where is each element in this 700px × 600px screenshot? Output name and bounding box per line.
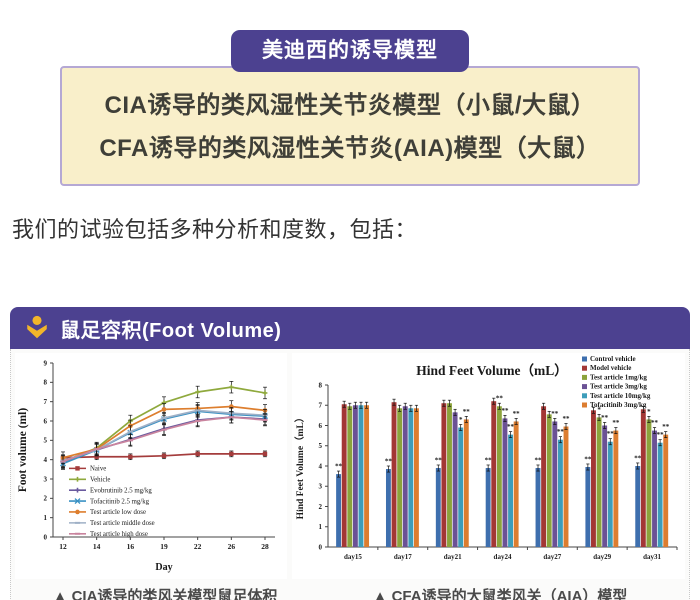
caption-cia: ▲ CIA诱导的类风关模型鼠足体积 bbox=[52, 587, 278, 600]
panel-header: 鼠足容积(Foot Volume) bbox=[10, 307, 690, 349]
svg-text:6: 6 bbox=[44, 417, 48, 425]
svg-text:1: 1 bbox=[44, 514, 48, 522]
svg-text:Tofacitinib 3mg/kg: Tofacitinib 3mg/kg bbox=[590, 401, 647, 409]
svg-text:Evobrutinib 2.5 mg/kg: Evobrutinib 2.5 mg/kg bbox=[90, 487, 152, 494]
svg-text:8: 8 bbox=[44, 379, 48, 387]
svg-text:0: 0 bbox=[319, 543, 323, 551]
panel-title: 鼠足容积(Foot Volume) bbox=[60, 319, 282, 342]
svg-text:14: 14 bbox=[93, 542, 101, 551]
svg-text:*: * bbox=[647, 408, 651, 416]
induction-models-box: CIA诱导的类风湿性关节炎模型（小鼠/大鼠） CFA诱导的类风湿性关节炎(AIA… bbox=[60, 66, 640, 186]
model-line-cfa: CFA诱导的类风湿性关节炎(AIA)模型（大鼠） bbox=[99, 135, 601, 162]
svg-text:**: ** bbox=[501, 407, 509, 415]
svg-text:1: 1 bbox=[319, 523, 323, 531]
svg-text:Naive: Naive bbox=[90, 466, 106, 473]
svg-text:**: ** bbox=[507, 423, 515, 431]
svg-text:*: * bbox=[597, 406, 601, 414]
svg-text:2: 2 bbox=[44, 495, 48, 503]
svg-text:**: ** bbox=[535, 456, 543, 464]
svg-text:2: 2 bbox=[319, 503, 323, 511]
svg-text:**: ** bbox=[385, 458, 393, 466]
svg-text:Test article high dose: Test article high dose bbox=[90, 531, 148, 538]
foot-volume-panel: 鼠足容积(Foot Volume) 0 1 2 3 4 5 6 7 8 9 12 14 16 19 22 26… bbox=[10, 307, 690, 600]
svg-text:5: 5 bbox=[44, 437, 48, 445]
svg-text:26: 26 bbox=[228, 542, 236, 551]
svg-text:19: 19 bbox=[160, 542, 168, 551]
svg-text:day15: day15 bbox=[344, 553, 362, 561]
svg-text:**: ** bbox=[607, 430, 615, 438]
svg-text:Test article 1mg/kg: Test article 1mg/kg bbox=[590, 373, 647, 381]
svg-text:**: ** bbox=[563, 415, 571, 423]
svg-text:**: ** bbox=[651, 419, 659, 427]
svg-text:6: 6 bbox=[319, 422, 323, 430]
cfa-bar-chart: 0 1 2 3 4 5 6 7 8 Hind Feet Volume（mL） Hind Feet V… bbox=[292, 353, 685, 579]
panel-body: 0 1 2 3 4 5 6 7 8 9 12 14 16 19 22 26 28 Day Foot volume (… bbox=[10, 349, 690, 600]
svg-text:3: 3 bbox=[44, 475, 48, 483]
page: 美迪西的诱导模型 CIA诱导的类风湿性关节炎模型（小鼠/大鼠） CFA诱导的类风… bbox=[0, 30, 700, 600]
svg-text:Test article low dose: Test article low dose bbox=[90, 509, 146, 516]
svg-text:22: 22 bbox=[194, 542, 202, 551]
svg-text:16: 16 bbox=[127, 542, 135, 551]
svg-text:day17: day17 bbox=[394, 553, 412, 561]
svg-text:**: ** bbox=[612, 419, 620, 427]
svg-text:Tofacitinib 2.5 mg/kg: Tofacitinib 2.5 mg/kg bbox=[90, 498, 150, 505]
svg-text:**: ** bbox=[662, 423, 670, 431]
svg-text:Foot volume (ml): Foot volume (ml) bbox=[17, 408, 29, 492]
svg-text:8: 8 bbox=[319, 381, 323, 389]
svg-text:Model vehicle: Model vehicle bbox=[590, 364, 631, 372]
svg-text:**: ** bbox=[584, 455, 592, 463]
svg-text:day31: day31 bbox=[643, 553, 661, 561]
svg-text:Hind Feet Volume（mL）: Hind Feet Volume（mL） bbox=[416, 363, 568, 378]
svg-text:5: 5 bbox=[319, 442, 323, 450]
svg-text:3: 3 bbox=[319, 483, 323, 491]
svg-text:**: ** bbox=[551, 410, 559, 418]
model-line-cia: CIA诱导的类风湿性关节炎模型（小鼠/大鼠） bbox=[104, 92, 596, 119]
caption-cfa: ▲ CFA诱导的大鼠类风关（AIA）模型 bbox=[372, 587, 628, 600]
svg-text:**: ** bbox=[513, 410, 521, 418]
svg-text:Control vehicle: Control vehicle bbox=[590, 355, 636, 363]
svg-text:**: ** bbox=[335, 463, 343, 471]
svg-text:Test article middle dose: Test article middle dose bbox=[90, 520, 155, 527]
svg-text:7: 7 bbox=[44, 398, 48, 406]
person-icon bbox=[24, 315, 50, 341]
svg-text:**: ** bbox=[657, 431, 665, 439]
svg-text:**: ** bbox=[485, 456, 493, 464]
charts-row: 0 1 2 3 4 5 6 7 8 9 12 14 16 19 22 26 28 Day Foot volume (… bbox=[15, 353, 685, 579]
svg-text:**: ** bbox=[496, 395, 504, 403]
svg-text:Test article 3mg/kg: Test article 3mg/kg bbox=[590, 383, 647, 391]
svg-text:28: 28 bbox=[261, 542, 269, 551]
svg-text:Day: Day bbox=[155, 562, 172, 573]
svg-text:7: 7 bbox=[319, 402, 323, 410]
svg-text:*: * bbox=[459, 416, 463, 424]
svg-text:Hind Feet Volume（mL）: Hind Feet Volume（mL） bbox=[294, 413, 306, 520]
svg-text:day27: day27 bbox=[543, 553, 561, 561]
svg-text:**: ** bbox=[601, 414, 609, 422]
svg-text:day29: day29 bbox=[593, 553, 611, 561]
svg-text:day24: day24 bbox=[494, 553, 512, 561]
svg-text:day21: day21 bbox=[444, 553, 462, 561]
svg-text:**: ** bbox=[435, 456, 443, 464]
svg-text:**: ** bbox=[634, 454, 642, 462]
svg-text:4: 4 bbox=[44, 456, 48, 464]
model-box-tab-title: 美迪西的诱导模型 bbox=[231, 30, 469, 72]
svg-text:12: 12 bbox=[59, 542, 67, 551]
intro-text: 我们的试验包括多种分析和度数，包括： bbox=[12, 217, 418, 242]
svg-text:**: ** bbox=[463, 408, 471, 416]
svg-text:Test article 10mg/kg: Test article 10mg/kg bbox=[590, 392, 651, 400]
captions-row: ▲ CIA诱导的类风关模型鼠足体积 ▲ CFA诱导的大鼠类风关（AIA）模型 bbox=[15, 582, 685, 600]
svg-text:**: ** bbox=[557, 428, 565, 436]
svg-text:9: 9 bbox=[44, 359, 48, 367]
svg-text:Vehicle: Vehicle bbox=[90, 476, 110, 483]
cia-line-chart: 0 1 2 3 4 5 6 7 8 9 12 14 16 19 22 26 28 Day Foot volume (… bbox=[15, 353, 287, 579]
svg-text:0: 0 bbox=[44, 533, 48, 541]
svg-text:4: 4 bbox=[319, 462, 323, 470]
